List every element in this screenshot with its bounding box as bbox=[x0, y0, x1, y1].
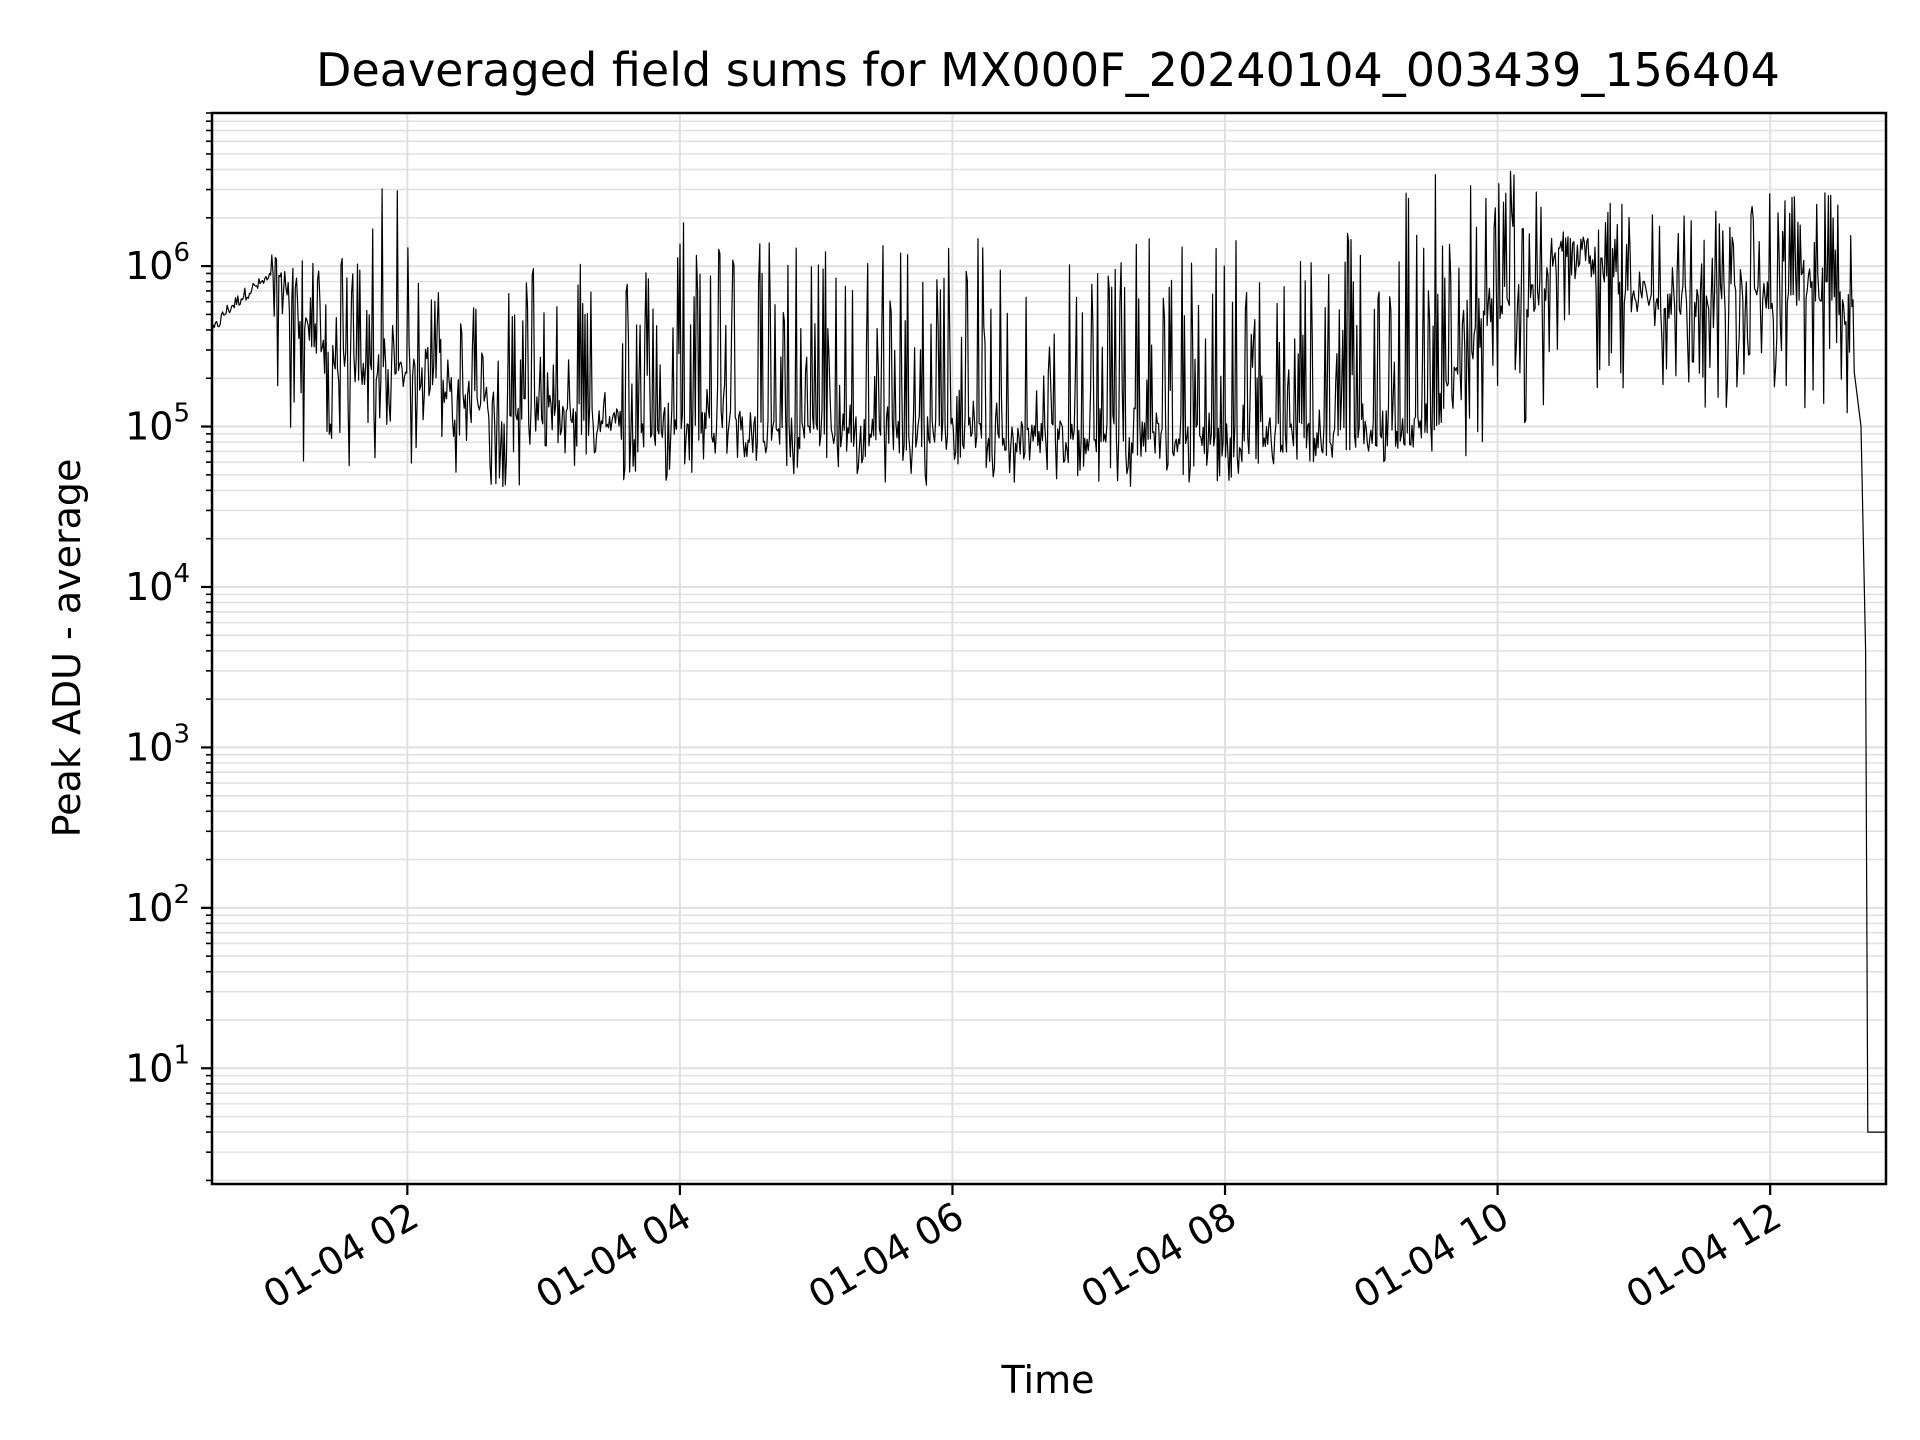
y-tick-label: 106 bbox=[125, 238, 190, 288]
x-tick-label: 01-04 10 bbox=[1346, 1194, 1516, 1318]
x-axis-label: Time bbox=[1001, 1358, 1095, 1402]
grid-lines bbox=[212, 112, 1886, 1184]
chart-title: Deaveraged field sums for MX000F_2024010… bbox=[316, 43, 1780, 97]
x-tick-label: 01-04 04 bbox=[528, 1194, 698, 1318]
y-tick-label: 104 bbox=[125, 559, 190, 609]
y-tick-label: 102 bbox=[125, 880, 190, 930]
series-line bbox=[211, 170, 1886, 1133]
x-tick-label: 01-04 02 bbox=[256, 1194, 426, 1318]
y-axis: 101 102 103 104 105 106 bbox=[125, 112, 212, 1182]
x-tick-label: 01-04 12 bbox=[1619, 1194, 1789, 1318]
y-tick-label: 101 bbox=[125, 1040, 190, 1090]
x-tick-label: 01-04 08 bbox=[1074, 1194, 1244, 1318]
x-axis: 01-04 02 01-04 04 01-04 06 01-04 08 01-04 10… bbox=[256, 1184, 1789, 1317]
x-tick-label: 01-04 06 bbox=[801, 1194, 971, 1318]
y-tick-label: 103 bbox=[125, 719, 190, 769]
y-tick-label: 105 bbox=[125, 399, 190, 449]
plot-frame bbox=[210, 111, 1888, 1186]
y-axis-label: Peak ADU - average bbox=[45, 459, 89, 838]
